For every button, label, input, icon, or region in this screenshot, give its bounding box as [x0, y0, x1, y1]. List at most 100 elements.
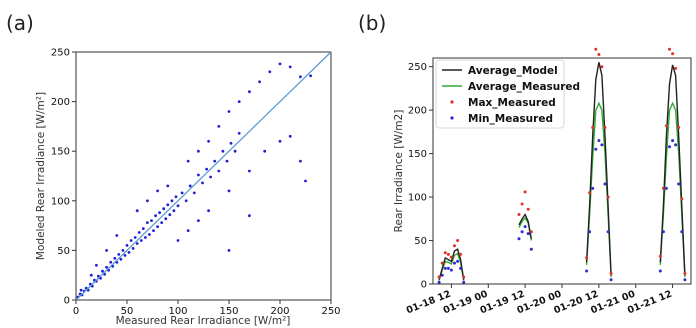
scatter-point: [156, 189, 160, 193]
scatter-point: [278, 62, 282, 66]
scatter-point: [89, 273, 93, 277]
series-dot-min-measured: [453, 261, 456, 265]
scatter-point: [248, 169, 251, 173]
timeseries-y-tick-label: 50: [414, 236, 427, 247]
series-dot-max-measured: [523, 190, 527, 194]
series-dot-min-measured: [591, 186, 595, 190]
scatter-point: [217, 125, 221, 128]
scatter-plot-frame: [75, 51, 332, 301]
scatter-point: [207, 209, 211, 213]
scatter-point: [166, 184, 170, 188]
scatter-point: [258, 80, 261, 84]
scatter-reference-line: [75, 51, 332, 301]
panel-a-label: (a): [6, 11, 34, 35]
series-dot-max-measured: [603, 126, 607, 129]
scatter-y-tick-label: 250: [51, 48, 70, 59]
scatter-point: [209, 175, 213, 179]
series-line-average-model: [438, 248, 465, 280]
legend-label-max-measured: Max_Measured: [468, 97, 556, 109]
timeseries-y-tick-label: 200: [408, 106, 427, 117]
series-dot-max-measured: [520, 202, 524, 206]
scatter-point: [152, 229, 155, 233]
timeseries-y-ticks: 0 50 100 150 200 250: [408, 62, 433, 291]
series-dot-min-measured: [671, 139, 675, 143]
scatter-y-tick-label: 50: [57, 246, 70, 257]
series-dot-min-measured: [446, 266, 450, 270]
scatter-point: [154, 214, 158, 218]
scatter-x-tick-label: 200: [270, 306, 289, 317]
series-dot-max-measured: [591, 126, 595, 129]
series-dot-min-measured: [585, 269, 589, 273]
scatter-x-axis-label: Measured Rear Irradiance [W/m²]: [116, 315, 291, 327]
series-dot-min-measured: [529, 247, 533, 251]
scatter-point: [105, 265, 108, 269]
series-dot-max-measured: [462, 275, 466, 279]
scatter-point: [150, 219, 153, 223]
scatter-point: [168, 213, 172, 217]
scatter-point: [146, 221, 149, 225]
scatter-point: [141, 227, 145, 231]
scatter-point: [186, 159, 190, 163]
series-dot-min-measured: [597, 139, 601, 143]
scatter-point: [125, 244, 129, 247]
scatter-point: [133, 236, 137, 239]
scatter-point: [217, 169, 221, 173]
series-dot-max-measured: [526, 207, 530, 211]
series-dot-max-measured: [453, 244, 456, 248]
scatter-point: [227, 110, 231, 113]
scatter-point: [79, 288, 83, 292]
scatter-point: [192, 191, 196, 195]
series-dot-max-measured: [446, 252, 450, 256]
scatter-point: [188, 184, 192, 188]
legend-label-average-model: Average_Model: [468, 65, 558, 77]
series-dot-max-measured: [668, 47, 671, 51]
scatter-point: [263, 149, 267, 153]
series-dot-max-measured: [661, 186, 665, 190]
scatter-point: [186, 229, 190, 233]
series-dot-min-measured: [443, 266, 447, 270]
series-dot-min-measured: [437, 280, 441, 284]
scatter-x-ticks: 0 50 100 150 200 250: [73, 300, 341, 317]
scatter-point: [113, 256, 117, 260]
series-dot-min-measured: [674, 143, 678, 147]
scatter-point: [197, 149, 200, 153]
series-dot-min-measured: [668, 145, 671, 149]
series-dot-min-measured: [520, 230, 524, 234]
scatter-point: [176, 204, 180, 208]
scatter-point: [299, 75, 302, 79]
timeseries-y-tick-label: 150: [408, 149, 427, 160]
scatter-point: [304, 179, 307, 183]
series-dot-max-measured: [664, 124, 668, 128]
series-dot-min-measured: [459, 266, 463, 270]
scatter-point: [197, 173, 200, 177]
scatter-point: [135, 209, 139, 213]
scatter-point: [121, 249, 125, 252]
scatter-points: [76, 62, 312, 299]
legend: Average_Model Average_Measured Max_Measu…: [435, 59, 580, 129]
series-dot-min-measured: [677, 182, 681, 186]
scatter-point: [174, 195, 178, 199]
scatter-point: [227, 189, 231, 193]
series-dot-min-measured: [661, 230, 665, 234]
scatter-point: [225, 159, 229, 163]
scatter-point: [207, 139, 211, 143]
series-dot-max-measured: [597, 53, 601, 56]
series-dot-max-measured: [674, 66, 678, 70]
scatter-point: [139, 239, 143, 242]
scatter-point: [146, 199, 149, 203]
scatter-point: [197, 219, 200, 223]
timeseries-y-tick-label: 100: [408, 193, 427, 204]
scatter-x-tick-label: 50: [121, 306, 134, 317]
scatter-point: [288, 65, 292, 69]
scatter-point: [137, 231, 141, 234]
timeseries-y-tick-label: 250: [408, 62, 427, 73]
series-dot-max-measured: [671, 52, 675, 56]
series-dot-max-measured: [609, 272, 613, 276]
series-dot-max-measured: [588, 191, 592, 195]
scatter-y-axis-label: Modeled Rear Irradiance [W/m²]: [35, 92, 47, 260]
scatter-y-ticks: 0 50 100 150 200 250: [51, 48, 76, 307]
series-dot-min-measured: [588, 230, 592, 234]
